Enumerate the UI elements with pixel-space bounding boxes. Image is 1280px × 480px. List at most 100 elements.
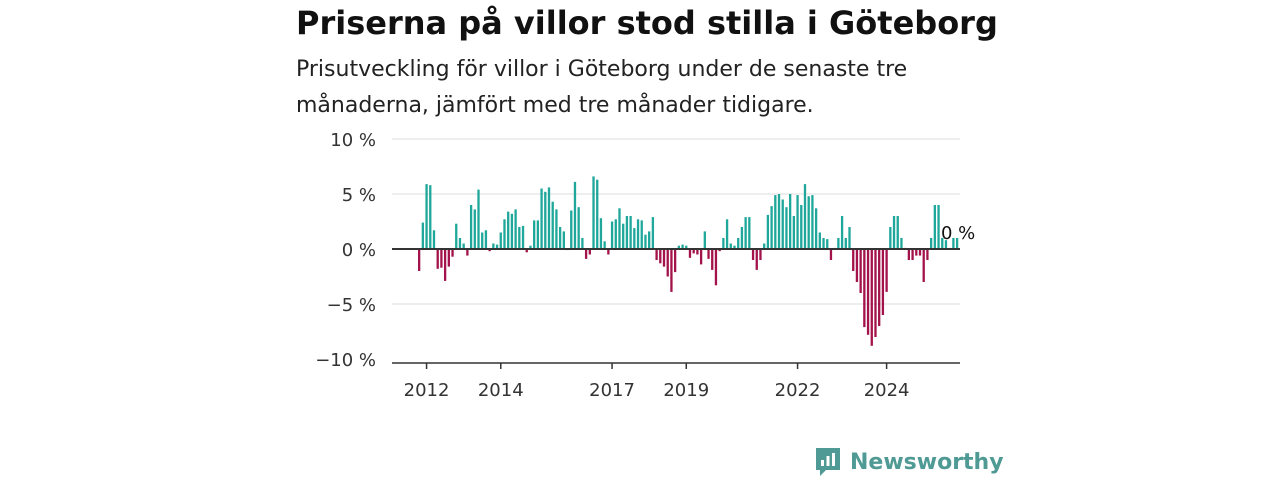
bar [521,225,525,249]
bar [766,214,770,249]
chart-title: Priserna på villor stod stilla i Götebor… [296,4,998,42]
bar [777,194,781,249]
bar [625,216,629,249]
bar [499,232,502,249]
bar [796,195,799,249]
bar [907,249,911,260]
bar [826,239,829,249]
y-axis-labels: 10 % 5 % 0 % −5 % −10 % [315,130,376,371]
bar [640,220,643,249]
bar [848,227,851,249]
bar [944,240,948,249]
bar [751,249,755,260]
bar [748,217,751,249]
bar [711,249,714,270]
bar [458,238,462,249]
bar [432,230,436,249]
bar [622,223,625,249]
chart-subtitle: Prisutveckling för villor i Göteborg und… [296,57,908,118]
bar [651,217,655,249]
bar [562,231,565,249]
y-tick-label: −5 % [327,295,376,316]
x-tick-label: 2019 [663,380,709,401]
bar [540,188,543,249]
bar [670,249,673,292]
bar [725,219,729,249]
bar [863,249,866,328]
bar [729,243,732,249]
brand-name: Newsworthy [850,449,1004,475]
bar [792,216,796,249]
bar [933,205,936,249]
bar [955,238,959,249]
y-tick-label: 10 % [330,130,376,151]
bar [469,205,473,249]
y-tick-label: 0 % [342,240,376,261]
bar [473,209,476,249]
bar [737,238,740,249]
x-axis: 2012 2014 2017 2019 2022 2024 [392,248,960,401]
bar [644,234,647,249]
bar [855,249,859,282]
bar [584,249,588,259]
bar [941,238,944,249]
bar [477,189,480,249]
x-tick-label: 2017 [589,380,635,401]
bar [722,238,725,249]
bar [852,249,855,271]
bar [703,231,706,249]
bar [618,208,621,249]
bar [696,249,699,255]
bar [440,249,443,268]
bar [681,244,684,249]
bar [648,231,651,249]
bar [926,249,929,260]
bar [451,249,454,257]
bar [866,249,870,335]
bar [455,223,458,249]
bar [937,205,940,249]
bar [558,227,562,249]
bar [733,245,736,249]
bar [774,195,777,249]
bar [922,249,925,282]
bar [544,191,547,249]
bar [811,195,814,249]
bar [421,222,425,249]
bar [447,249,450,267]
bar [707,249,710,259]
bar [429,185,432,249]
bar [918,249,922,256]
bar [592,176,595,249]
bar [607,249,610,255]
bar [573,181,577,249]
bar [547,187,551,249]
bar [603,241,606,249]
x-tick-label: 2014 [478,380,524,401]
brand-logo: Newsworthy [814,446,1004,478]
y-tick-label: −10 % [315,350,376,371]
bar [744,217,747,249]
bar [481,232,484,249]
x-tick-label: 2024 [864,380,910,401]
bar [673,249,677,273]
bar [596,179,599,249]
bar [529,245,532,249]
bar [495,244,499,249]
bar [503,219,506,249]
bar [952,238,955,249]
y-tick-label: 5 % [342,185,376,206]
bar [610,221,614,249]
bar [892,216,896,249]
bar [896,216,899,249]
bar [829,249,833,260]
x-tick-label: 2012 [404,380,450,401]
bar [785,207,788,249]
bar [488,249,491,252]
bar [844,238,847,249]
bar [484,230,488,249]
bar [878,249,881,326]
bar [885,249,888,292]
bar [889,227,892,249]
